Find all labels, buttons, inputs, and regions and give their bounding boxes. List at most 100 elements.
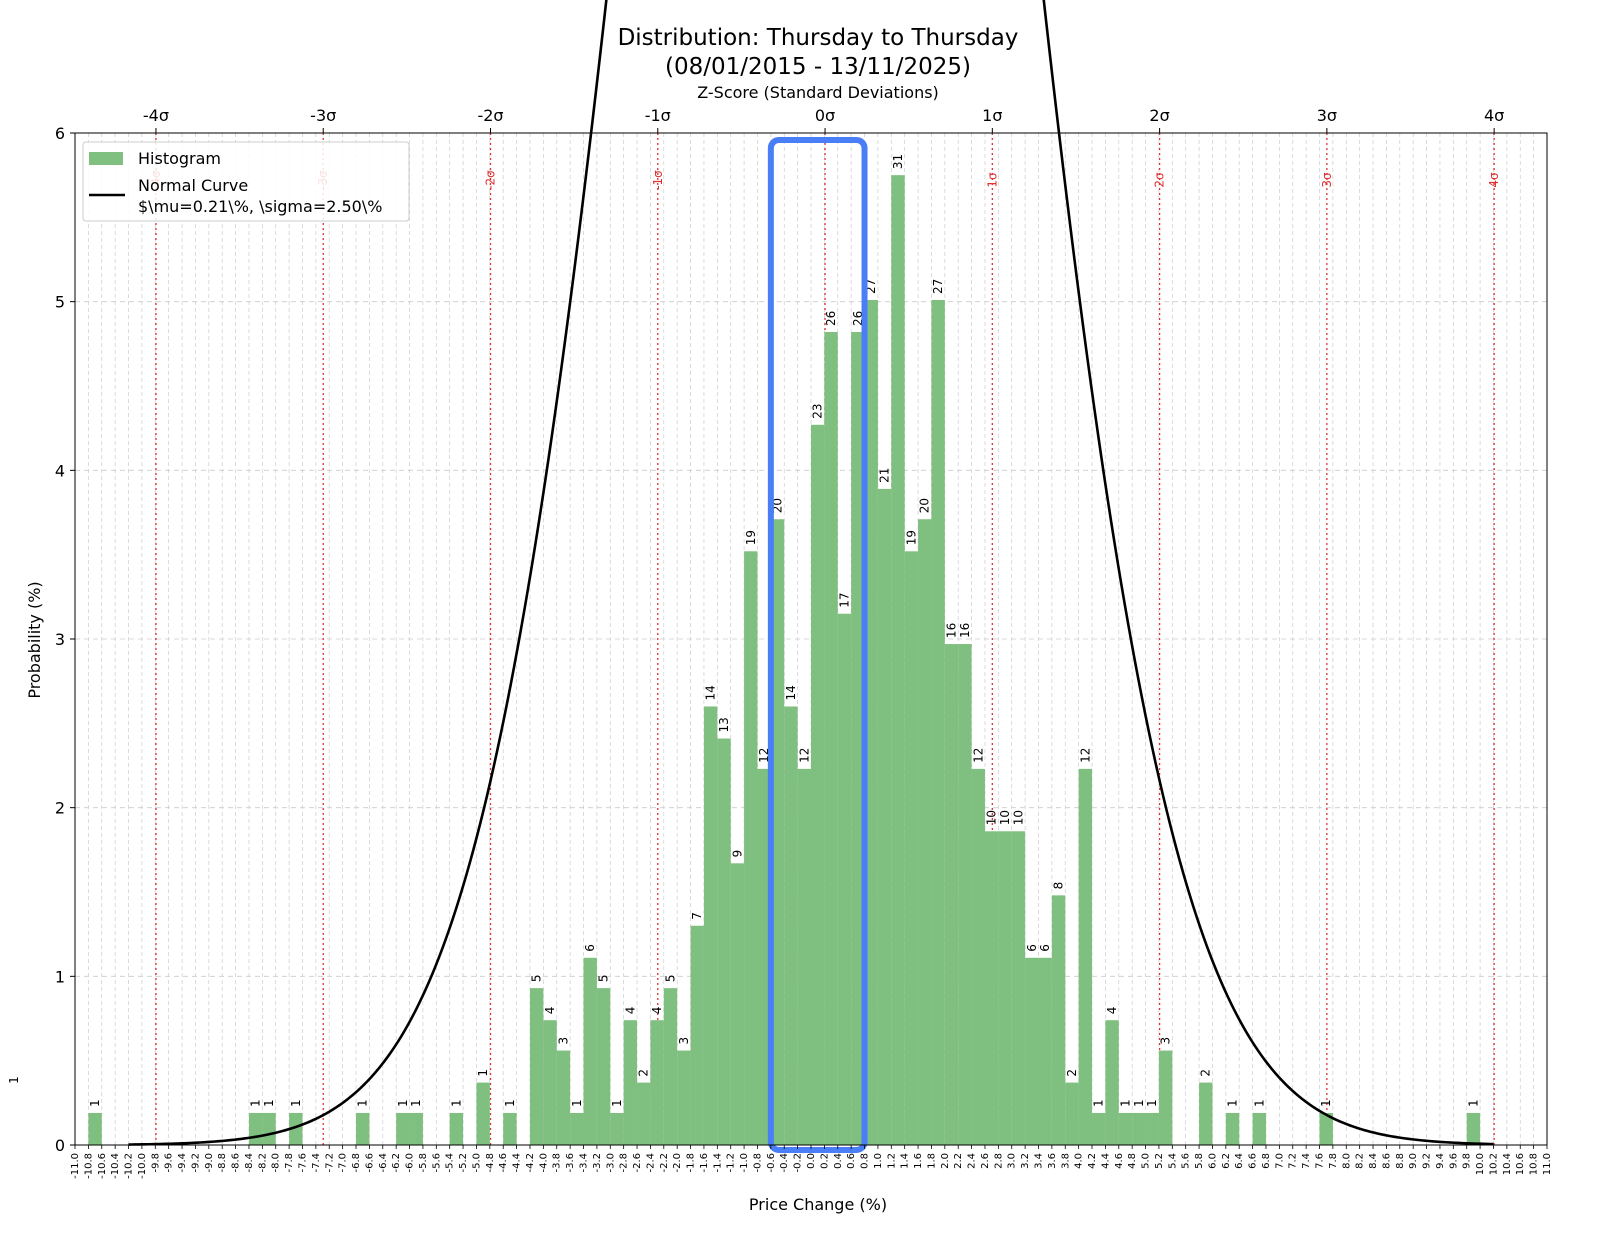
x-tick-label: -7.6	[297, 1153, 308, 1173]
histogram-bar	[650, 1020, 664, 1145]
histogram-bar	[797, 768, 811, 1145]
x-tick-label: 1.8	[926, 1153, 937, 1169]
x-tick-label: 8.4	[1368, 1153, 1379, 1169]
histogram-bar	[262, 1112, 276, 1145]
x-tick-label: 7.8	[1328, 1153, 1339, 1169]
x-tick-label: -2.0	[672, 1153, 683, 1173]
x-tick-label: 9.6	[1448, 1153, 1459, 1169]
histogram-bar	[784, 706, 798, 1145]
histogram-bar	[1078, 768, 1093, 1145]
x-tick-label: 2.6	[980, 1153, 991, 1169]
histogram-bar	[1025, 957, 1039, 1145]
x-tick-label: 2.0	[940, 1153, 951, 1169]
histogram-bar	[1319, 1112, 1333, 1145]
histogram-bars	[88, 175, 1481, 1146]
y-tick-label: 1	[55, 967, 65, 986]
bar-count-label: 6	[1038, 944, 1052, 952]
bar-count-label: 1	[1226, 1099, 1240, 1107]
histogram-bar	[637, 1082, 651, 1145]
histogram-bar	[877, 488, 892, 1145]
x-tick-label: -8.4	[244, 1153, 255, 1173]
x-tick-label: 11.0	[1542, 1153, 1553, 1175]
bar-count-label: 10	[998, 810, 1012, 825]
x-tick-label: -5.2	[458, 1153, 469, 1173]
x-tick-label: -11.0	[70, 1153, 81, 1179]
bar-count-label: 12	[971, 748, 985, 763]
bar-count-label: 2	[1199, 1069, 1213, 1077]
x-tick-label: 6.0	[1207, 1153, 1218, 1169]
x-tick-label: 10.0	[1475, 1153, 1486, 1175]
legend: Histogram Normal Curve $\mu=0.21\%, \sig…	[82, 141, 410, 222]
histogram-bar	[248, 1112, 263, 1145]
legend-curve-label: Normal Curve	[138, 176, 248, 195]
bar-count-label: 1	[570, 1099, 584, 1107]
bar-count-label: 10	[985, 810, 999, 825]
x-tick-label: 5.0	[1141, 1153, 1152, 1169]
x-axis-label: Price Change (%)	[749, 1195, 887, 1214]
x-tick-label: -5.8	[418, 1153, 429, 1173]
x-tick-label: 6.2	[1221, 1153, 1232, 1169]
bar-count-label: 26	[851, 311, 865, 326]
bar-count-label: 1	[356, 1099, 370, 1107]
y-axis-label: Probability (%)	[25, 581, 44, 698]
x-tick-label: -9.0	[204, 1153, 215, 1173]
bar-count-label: 4	[650, 1007, 664, 1015]
z-tick-label: 3σ	[1317, 106, 1337, 125]
bar-count-label: 16	[945, 623, 959, 638]
x-tick-label: 5.2	[1154, 1153, 1165, 1169]
histogram-bar	[971, 768, 985, 1145]
histogram-bar	[824, 332, 838, 1145]
histogram-bar	[677, 1050, 691, 1145]
histogram-bar	[289, 1112, 303, 1145]
sigma-line-label: 4σ	[1487, 172, 1501, 188]
x-tick-label: -7.2	[324, 1153, 335, 1173]
x-tick-label: 3.8	[1060, 1153, 1071, 1169]
x-tick-label: -7.4	[311, 1153, 322, 1173]
histogram-bar	[944, 644, 959, 1145]
bar-count-label: 3	[556, 1037, 570, 1045]
histogram-bar	[744, 551, 758, 1145]
x-tick-label: 1.2	[886, 1153, 897, 1169]
x-tick-label: -4.8	[485, 1153, 496, 1173]
bar-count-label: 7	[690, 912, 704, 920]
x-tick-label: -9.4	[177, 1153, 188, 1173]
bar-count-label: 3	[1159, 1037, 1173, 1045]
y-tick-label: 3	[55, 630, 65, 649]
x-tick-label: -10.8	[83, 1153, 94, 1179]
bar-count-label: 1	[1145, 1099, 1159, 1107]
x-tick-label: -0.4	[779, 1153, 790, 1173]
histogram-bar	[503, 1112, 517, 1145]
x-tick-label: -6.4	[378, 1153, 389, 1173]
bar-count-label: 14	[704, 685, 718, 700]
histogram-bar	[1105, 1020, 1119, 1145]
x-tick-label: -4.2	[525, 1153, 536, 1173]
x-tick-label: 10.6	[1515, 1153, 1526, 1175]
bar-count-label: 4	[543, 1007, 557, 1015]
x-tick-label: 8.6	[1381, 1153, 1392, 1169]
x-tick-label: 3.0	[1007, 1153, 1018, 1169]
x-tick-label: -1.8	[686, 1153, 697, 1173]
x-tick-label: 3.2	[1020, 1153, 1031, 1169]
histogram-bar	[770, 519, 785, 1145]
x-tick-label: 4.2	[1087, 1153, 1098, 1169]
x-tick-label: -2.2	[659, 1153, 670, 1173]
histogram-bar	[1092, 1112, 1106, 1145]
x-tick-label: 5.8	[1194, 1153, 1205, 1169]
x-tick-label: 1.6	[913, 1153, 924, 1169]
x-tick-label: 10.8	[1529, 1153, 1540, 1175]
outlier-count-label: 1	[7, 1076, 21, 1084]
y-tick-label: 5	[55, 293, 65, 312]
histogram-bar	[1145, 1112, 1159, 1145]
z-tick-label: -2σ	[477, 106, 503, 125]
x-tick-label: -10.6	[97, 1153, 108, 1179]
bar-count-label: 16	[958, 623, 972, 638]
bar-count-label: 12	[1078, 748, 1092, 763]
histogram-bar	[88, 1112, 102, 1145]
histogram-bar	[356, 1112, 370, 1145]
histogram-bar	[1158, 1050, 1173, 1145]
histogram-bar	[811, 424, 825, 1145]
x-tick-label: -3.8	[552, 1153, 563, 1173]
histogram-bar	[958, 644, 972, 1145]
x-tick-label: -3.0	[605, 1153, 616, 1173]
chart-title: Distribution: Thursday to Thursday	[618, 25, 1019, 51]
